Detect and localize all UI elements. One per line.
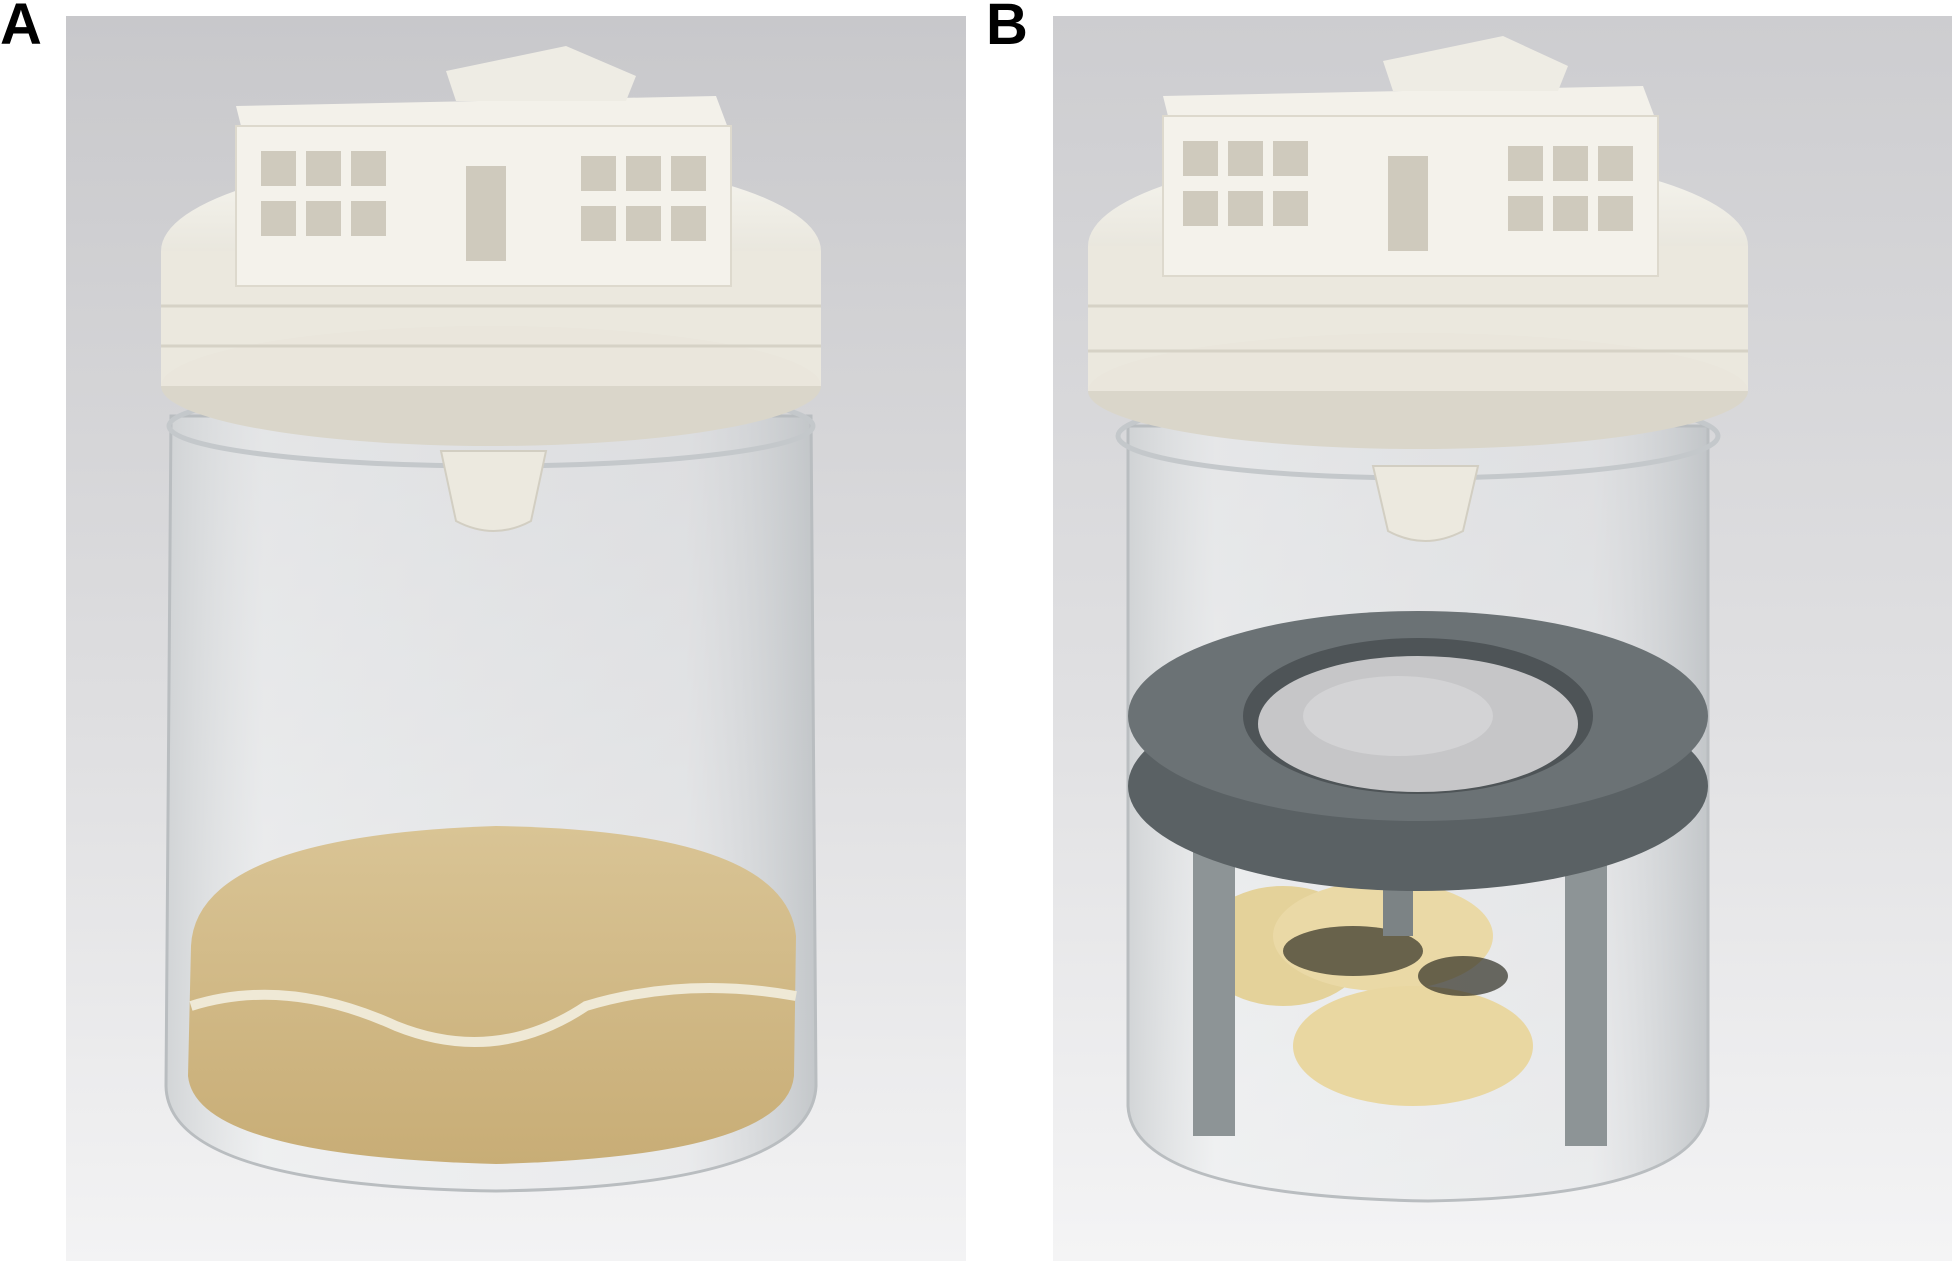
jar-with-medium-illustration <box>66 16 966 1261</box>
panel-label-a: A <box>0 0 42 57</box>
jar-with-insert-illustration <box>1053 16 1952 1261</box>
panel-label-b: B <box>986 0 1028 57</box>
photo-panel-b <box>1053 16 1952 1261</box>
photo-panel-a <box>66 16 966 1261</box>
